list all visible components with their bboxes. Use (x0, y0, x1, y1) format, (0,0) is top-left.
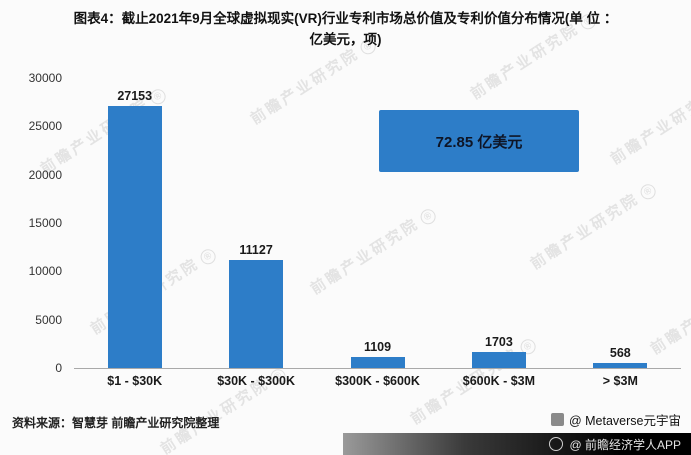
bar-group: 27153 (74, 78, 195, 368)
chart-title-line1: 图表4：截止2021年9月全球虚拟现实(VR)行业专利市场总价值及专利价值分布情… (73, 11, 618, 26)
bar (350, 357, 405, 368)
app-badge-text: @ 前瞻经济学人APP (569, 437, 681, 452)
y-axis: 0 5000 10000 15000 20000 25000 30000 (16, 71, 70, 375)
bar-value-label: 568 (609, 345, 631, 360)
bar (593, 362, 648, 368)
y-tick-label: 5000 (35, 312, 62, 327)
bar-value-label: 27153 (117, 88, 153, 103)
bar-group: 568 (560, 78, 681, 368)
annotation-text: 72.85 亿美元 (435, 133, 523, 151)
chart-title: 图表4：截止2021年9月全球虚拟现实(VR)行业专利市场总价值及专利价值分布情… (0, 0, 691, 51)
y-tick-label: 10000 (28, 264, 62, 279)
app-logo-icon (549, 437, 564, 451)
credit-line: @ Metaverse元宇宙 (550, 410, 681, 429)
app-badge-bar: @ 前瞻经济学人APP (343, 433, 691, 455)
x-axis-label: $300K - $600K (335, 374, 420, 388)
bar (107, 105, 162, 368)
x-axis-label: $30K - $300K (217, 374, 296, 388)
bar-value-label: 1703 (485, 334, 513, 349)
x-axis-label: $1 - $30K (107, 374, 163, 388)
x-axis-label: $600K - $3M (462, 374, 536, 388)
y-tick-label: 30000 (28, 71, 62, 85)
y-tick-label: 25000 (28, 119, 62, 134)
credit-text: @ Metaverse元宇宙 (568, 414, 681, 428)
annotation-callout: 72.85 亿美元 (379, 110, 579, 172)
bar-group: 11127 (195, 78, 316, 368)
x-axis-label: > $3M (602, 374, 638, 388)
chart-title-line2: 亿美元，项) (309, 31, 382, 47)
x-labels: $1 - $30K $30K - $300K $300K - $600K $600K … (74, 374, 681, 388)
bars: 27153 11127 1109 1703 568 (74, 78, 681, 368)
credit-logo-icon (550, 413, 564, 426)
bar-group: 1703 (438, 78, 559, 368)
bar (229, 260, 284, 368)
y-tick-label: 20000 (28, 167, 62, 182)
source-text: 资料来源：智慧芽 前瞻产业研究院整理 (12, 416, 220, 430)
bar (471, 351, 526, 368)
bar-value-label: 1109 (363, 340, 392, 355)
plot-area: 27153 11127 1109 1703 568 72.85 亿美元 (74, 78, 681, 369)
bar-value-label: 11127 (239, 243, 273, 258)
bar-group: 1109 (317, 78, 438, 368)
y-tick-label: 0 (55, 361, 62, 375)
y-tick-label: 15000 (28, 216, 62, 230)
